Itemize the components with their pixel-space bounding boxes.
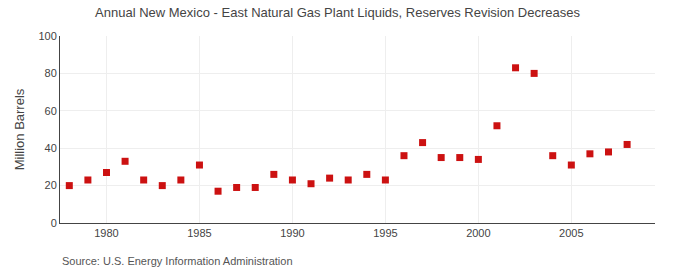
- svg-text:Annual New Mexico - East Natur: Annual New Mexico - East Natural Gas Pla…: [95, 5, 580, 20]
- svg-text:2005: 2005: [559, 227, 583, 239]
- svg-text:Source: U.S. Energy Informatio: Source: U.S. Energy Information Administ…: [62, 255, 293, 267]
- svg-text:Million Barrels: Million Barrels: [12, 88, 27, 170]
- svg-text:60: 60: [45, 105, 57, 117]
- svg-text:40: 40: [45, 142, 57, 154]
- svg-text:20: 20: [45, 179, 57, 191]
- svg-text:1995: 1995: [373, 227, 397, 239]
- svg-text:0: 0: [51, 217, 57, 229]
- svg-text:2000: 2000: [466, 227, 490, 239]
- svg-text:100: 100: [38, 30, 56, 42]
- svg-text:1990: 1990: [280, 227, 304, 239]
- svg-text:80: 80: [45, 67, 57, 79]
- svg-text:1985: 1985: [187, 227, 211, 239]
- svg-text:1980: 1980: [94, 227, 118, 239]
